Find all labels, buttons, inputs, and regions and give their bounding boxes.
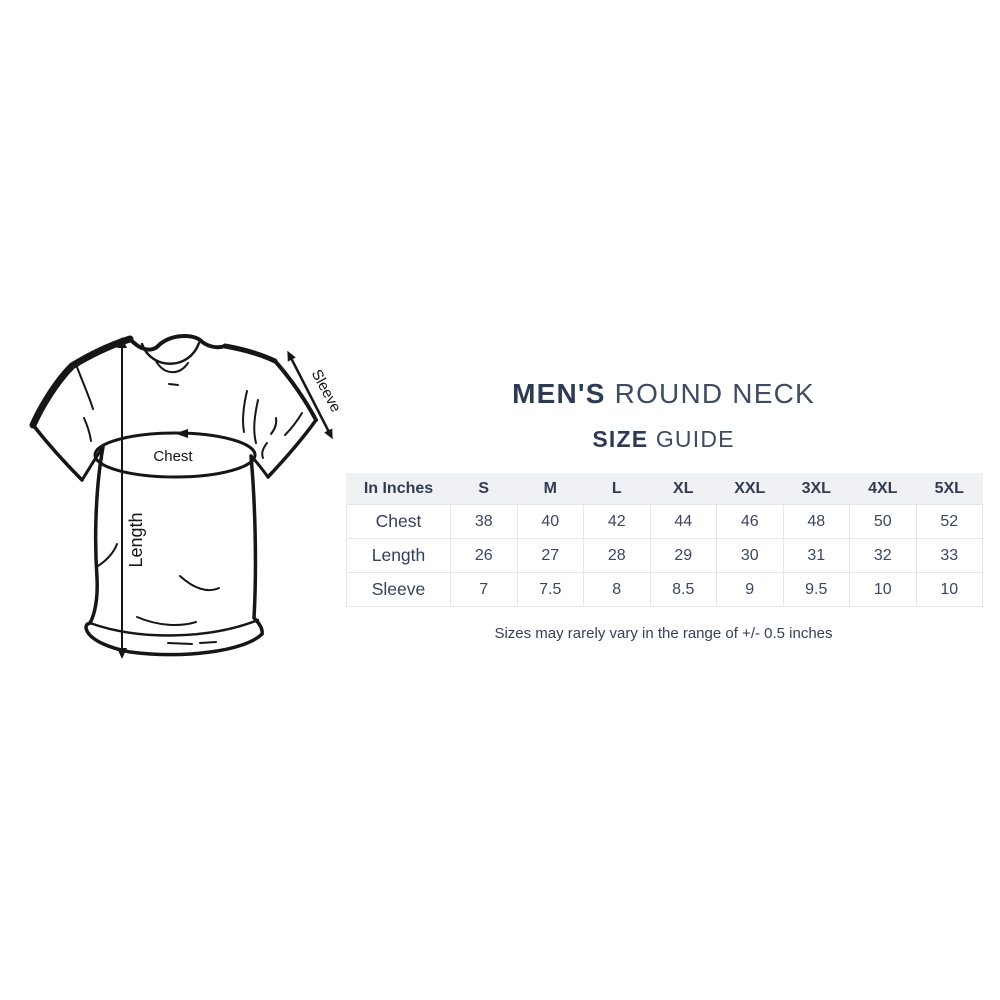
table-cell: 40 <box>516 504 584 539</box>
title-bold-part: MEN'S <box>512 378 606 409</box>
row-label-length: Length <box>346 538 451 573</box>
measurement-arrowheads <box>117 337 333 659</box>
table-cell: 46 <box>716 504 784 539</box>
table-cell: 38 <box>450 504 518 539</box>
column-header-m: M <box>516 473 584 505</box>
table-row-sleeve: Sleeve 7 7.5 8 8.5 9 9.5 10 10 <box>346 572 983 607</box>
size-variance-note: Sizes may rarely vary in the range of +/… <box>494 625 833 642</box>
table-cell: 10 <box>915 572 983 607</box>
tshirt-outline <box>29 333 318 657</box>
table-cell: 7.5 <box>516 572 584 607</box>
column-header-s: S <box>450 473 518 505</box>
page-subtitle: SIZE GUIDE <box>345 426 982 453</box>
table-cell: 28 <box>583 538 651 573</box>
table-cell: 26 <box>450 538 518 573</box>
chest-arrow-left <box>175 429 188 438</box>
table-cell: 33 <box>915 538 983 573</box>
sleeve-arrow-up <box>287 350 296 362</box>
subtitle-regular-part: GUIDE <box>655 426 735 452</box>
length-arrow-down <box>117 648 127 659</box>
table-cell: 42 <box>583 504 651 539</box>
table-cell: 48 <box>782 504 850 539</box>
table-cell: 10 <box>849 572 917 607</box>
table-cell: 8 <box>583 572 651 607</box>
column-header-4xl: 4XL <box>849 473 917 505</box>
table-cell: 30 <box>716 538 784 573</box>
length-arrow-up <box>117 337 127 348</box>
size-guide-panel: MEN'S ROUND NECK SIZE GUIDE In Inches S … <box>345 0 983 1000</box>
size-table: In Inches S M L XL XXL 3XL 4XL 5XL Chest… <box>346 473 983 607</box>
table-cell: 9 <box>716 572 784 607</box>
title-regular-part: ROUND NECK <box>614 378 815 409</box>
header-row: In Inches S M L XL XXL 3XL 4XL 5XL <box>346 473 983 505</box>
table-cell: 32 <box>849 538 917 573</box>
table-cell: 52 <box>915 504 983 539</box>
size-table-body: Chest 38 40 42 44 46 48 50 52 Length 26 … <box>346 504 983 607</box>
column-header-5xl: 5XL <box>915 473 983 505</box>
table-cell: 9.5 <box>782 572 850 607</box>
column-header-3xl: 3XL <box>782 473 850 505</box>
sleeve-measure-line <box>288 355 332 435</box>
measurement-lines <box>93 346 332 650</box>
table-cell: 44 <box>649 504 717 539</box>
column-header-l: L <box>583 473 651 505</box>
tshirt-measurement-diagram: Chest Length Sleeve <box>20 330 350 670</box>
table-row-chest: Chest 38 40 42 44 46 48 50 52 <box>346 504 983 539</box>
column-header-xxl: XXL <box>716 473 784 505</box>
subtitle-bold-part: SIZE <box>592 426 649 452</box>
table-cell: 8.5 <box>649 572 717 607</box>
table-cell: 27 <box>516 538 584 573</box>
table-cell: 50 <box>849 504 917 539</box>
size-table-header: In Inches S M L XL XXL 3XL 4XL 5XL <box>346 473 983 505</box>
page-title: MEN'S ROUND NECK <box>345 378 982 410</box>
tshirt-illustration: Chest Length Sleeve <box>29 333 345 659</box>
row-label-sleeve: Sleeve <box>346 572 451 607</box>
column-header-unit: In Inches <box>346 473 451 505</box>
length-label: Length <box>126 512 146 567</box>
chest-label: Chest <box>153 448 193 465</box>
table-cell: 29 <box>649 538 717 573</box>
column-header-xl: XL <box>649 473 717 505</box>
sleeve-label: Sleeve <box>308 367 345 415</box>
table-row-length: Length 26 27 28 29 30 31 32 33 <box>346 538 983 573</box>
row-label-chest: Chest <box>346 504 451 539</box>
sleeve-arrow-down <box>324 428 333 440</box>
table-cell: 31 <box>782 538 850 573</box>
table-cell: 7 <box>450 572 518 607</box>
chest-measure-ellipse <box>93 431 257 479</box>
